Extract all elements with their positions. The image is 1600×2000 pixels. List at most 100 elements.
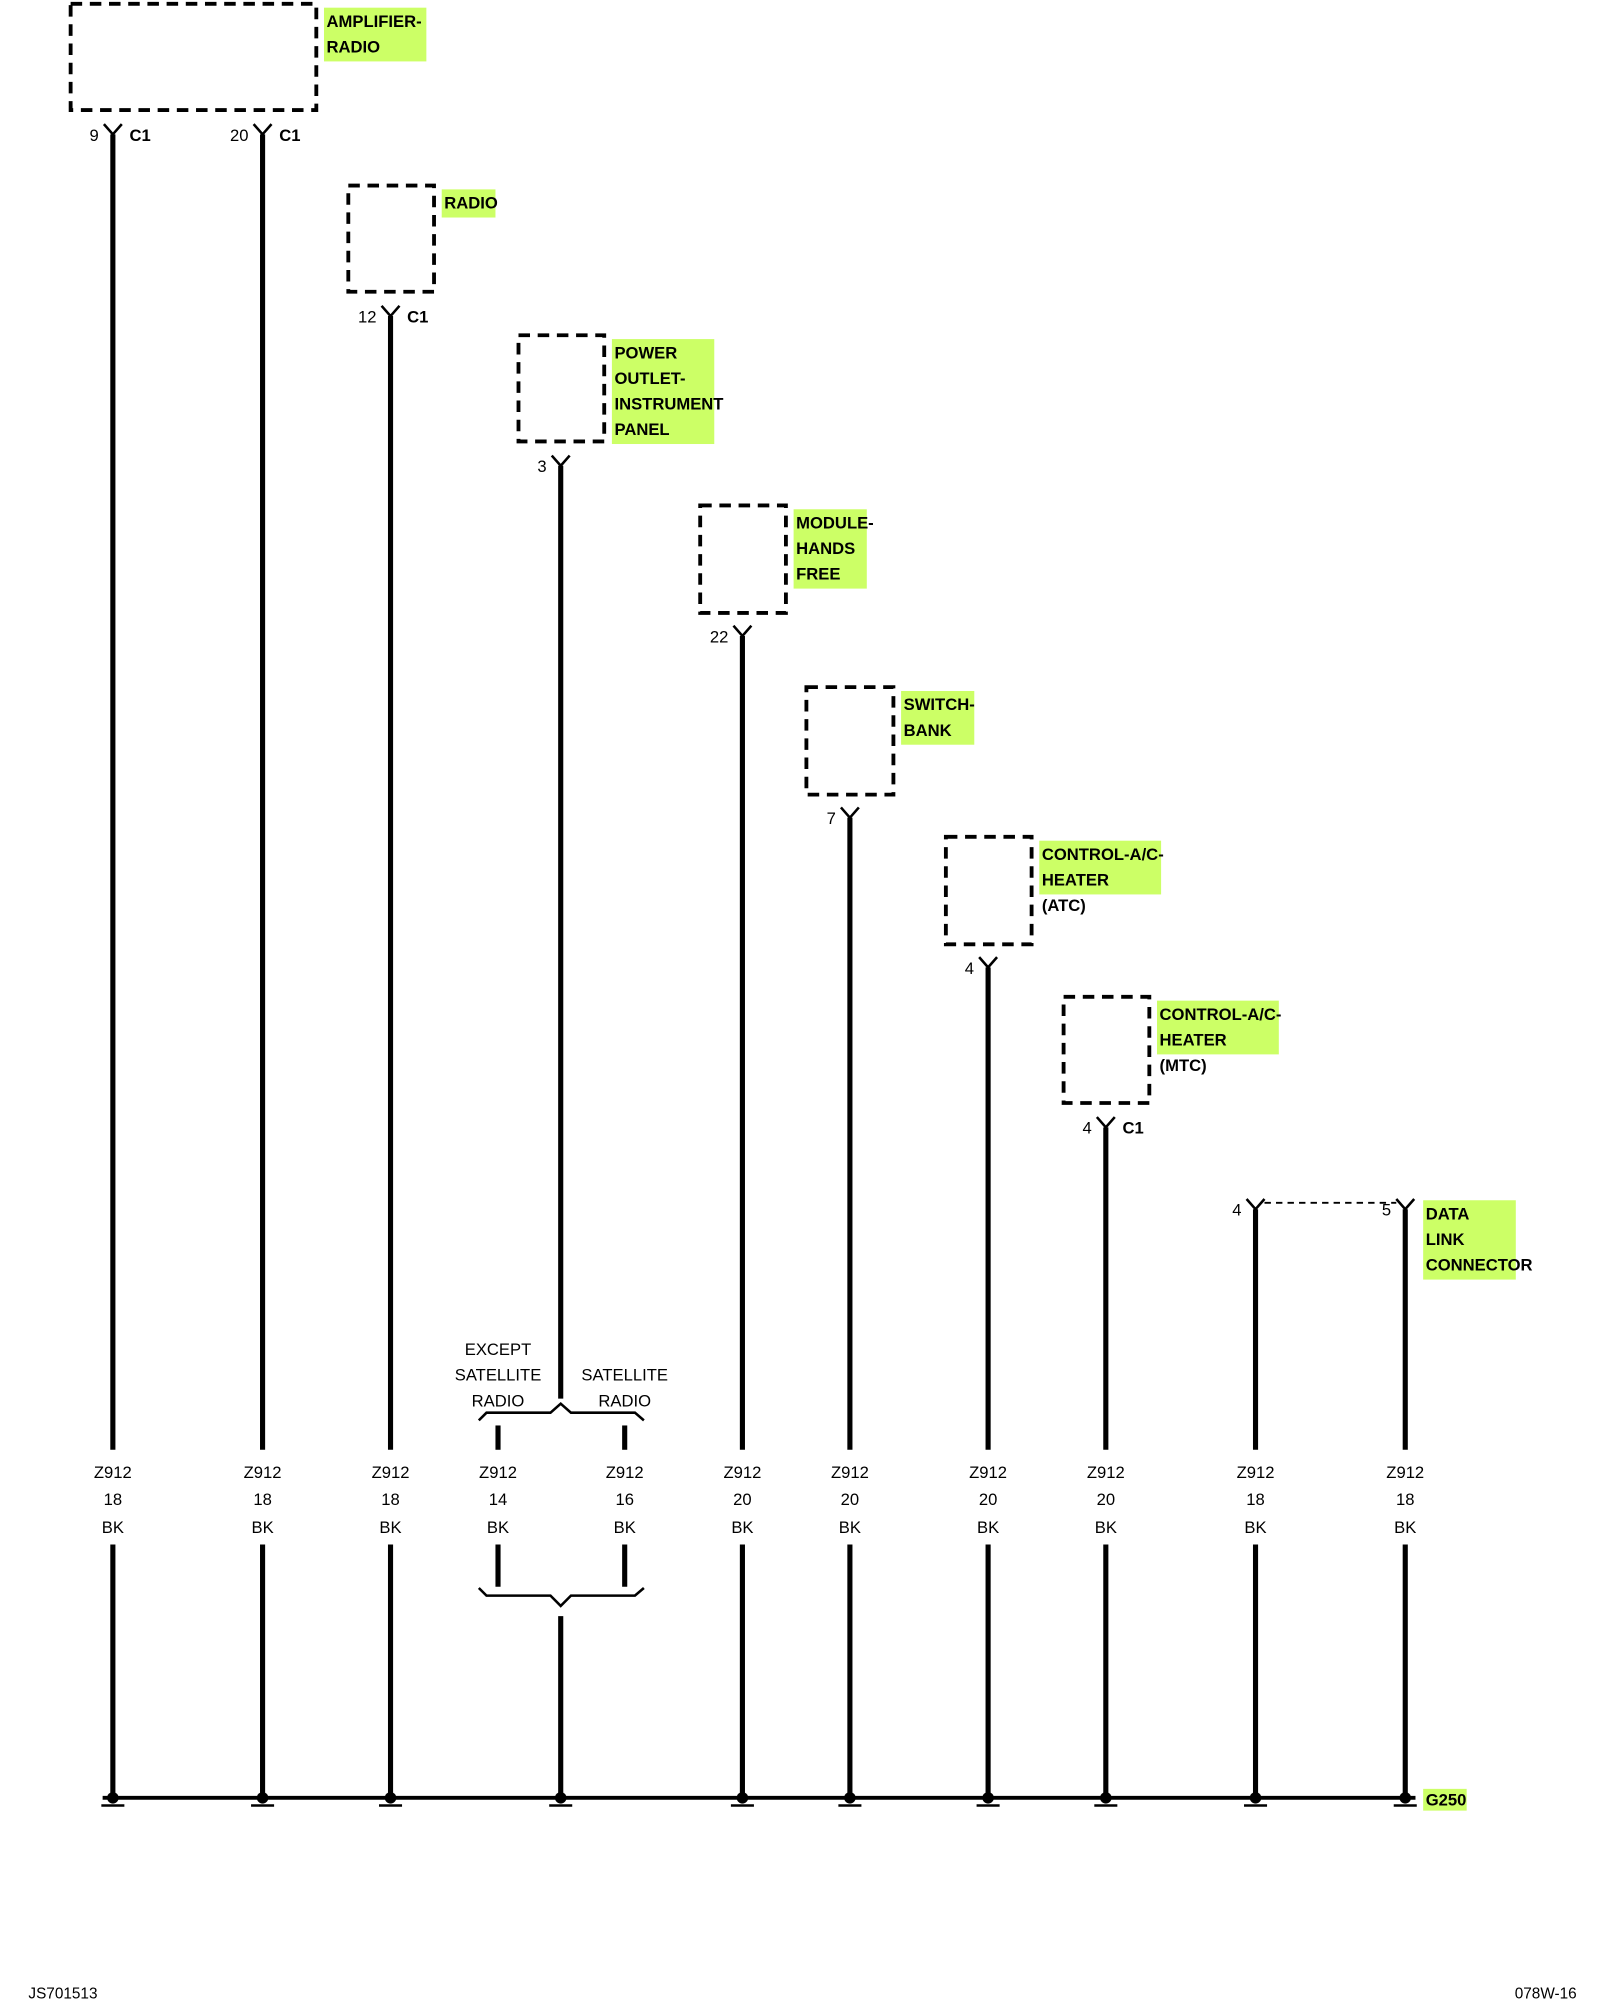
component-note: (MTC) [1160,1056,1207,1075]
splice-dot-icon [256,1792,269,1804]
connector-pin-icon [380,304,401,319]
component-name: DATA [1426,1204,1470,1223]
wire-gauge: 20 [733,1490,752,1509]
option-label-left: SATELLITE [455,1366,542,1385]
option-label-left: RADIO [472,1391,525,1410]
component-name: SWITCH- [904,695,975,714]
pin-number: 12 [358,307,377,326]
option-brace-bottom [477,1587,645,1608]
footer-right-code: 078W-16 [1515,1986,1577,2000]
component-name: RADIO [444,194,498,213]
connector-pin-icon [978,956,999,970]
pin-number: 7 [827,809,836,828]
wire-gauge: 18 [381,1490,400,1509]
component-name: CONTROL-A/C- [1160,1005,1282,1024]
wire-circuit: Z912 [479,1463,517,1482]
connector-pin-icon [1095,1116,1116,1130]
component-name: HEATER [1042,870,1109,889]
splice-dot-icon [982,1792,994,1804]
component-name: CONNECTOR [1426,1256,1533,1275]
component-name: RADIO [327,37,381,56]
pin-number: 5 [1382,1201,1391,1220]
label-highlight [323,7,427,62]
wire-circuit: Z912 [606,1463,644,1482]
wire-gauge: 18 [1246,1490,1265,1509]
pin-number: 4 [1082,1119,1091,1138]
wire-color: BK [839,1518,861,1537]
component-7 [1245,1198,1516,1280]
component-box [68,1,319,112]
wire-gauge: 16 [615,1490,634,1509]
pin-number: 4 [1232,1201,1241,1220]
splice-dot-icon [554,1792,567,1804]
connector-pin-icon [839,806,860,820]
connector-name: C1 [129,126,150,145]
splice-dot-icon [844,1792,856,1804]
wire-circuit: Z912 [94,1463,132,1482]
component-1 [346,183,496,319]
wire-color: BK [1095,1518,1117,1537]
label-highlight [1039,840,1162,895]
pin-number: 9 [90,126,99,145]
component-name: PANEL [614,420,669,439]
component-6 [1061,994,1279,1130]
wire-gauge: 20 [1097,1490,1116,1509]
option-label-left: EXCEPT [465,1340,532,1359]
wire-gauge: 18 [253,1490,271,1509]
wire-gauge: 18 [1396,1490,1415,1509]
wire-circuit: Z912 [969,1463,1007,1482]
pin-number: 4 [965,959,974,978]
pin-number: 3 [537,457,546,476]
component-name: HANDS [796,539,855,558]
wire-color: BK [977,1518,999,1537]
option-brace-top [477,1402,645,1422]
splice-dot-icon [1249,1792,1262,1804]
connector-pin-icon [252,123,273,137]
wire-circuit: Z912 [831,1463,869,1482]
wire-circuit: Z912 [1087,1463,1125,1482]
component-box [804,685,896,797]
wire-circuit: Z912 [1237,1463,1275,1482]
component-box [943,834,1034,947]
connector-pin-icon [1395,1198,1416,1212]
component-name: POWER [614,343,677,362]
component-name: INSTRUMENT [614,394,723,413]
wire-color: BK [487,1518,509,1537]
wire-circuit: Z912 [723,1463,761,1482]
wire-gauge: 18 [104,1490,123,1509]
pin-number: 20 [230,126,249,145]
label-highlight [901,690,975,745]
wire-color: BK [251,1518,273,1537]
connector-name: C1 [1122,1119,1143,1138]
component-4 [804,685,975,820]
label-highlight [793,509,867,589]
wire-color: BK [1244,1518,1266,1537]
label-highlight [1423,1788,1467,1811]
wire-circuit: Z912 [1386,1463,1424,1482]
component-5 [943,834,1162,970]
component-box [698,503,788,615]
wire-gauge: 20 [841,1490,860,1509]
component-name: FREE [796,565,840,584]
component-name: AMPLIFIER- [327,12,422,31]
wire-gauge: 14 [489,1490,508,1509]
ground-label: G250 [1426,1791,1467,1810]
option-label-right: SATELLITE [581,1366,668,1385]
label-highlight [1157,1000,1279,1055]
footer-left-code: JS701513 [28,1986,97,2000]
label-highlight [611,339,715,445]
component-name: BANK [904,721,952,740]
component-name: LINK [1426,1230,1465,1249]
option-label-right: RADIO [598,1391,651,1410]
wire-circuit: Z912 [372,1463,410,1482]
component-3 [698,503,867,638]
component-name: OUTLET- [614,369,685,388]
splice-dot-icon [384,1792,397,1804]
component-name: MODULE- [796,513,874,532]
wire-color: BK [1394,1518,1416,1537]
connector-pin-icon [550,454,571,468]
splice-dot-icon [1399,1792,1412,1804]
splice-dot-icon [1100,1792,1112,1804]
wire-color: BK [614,1518,636,1537]
